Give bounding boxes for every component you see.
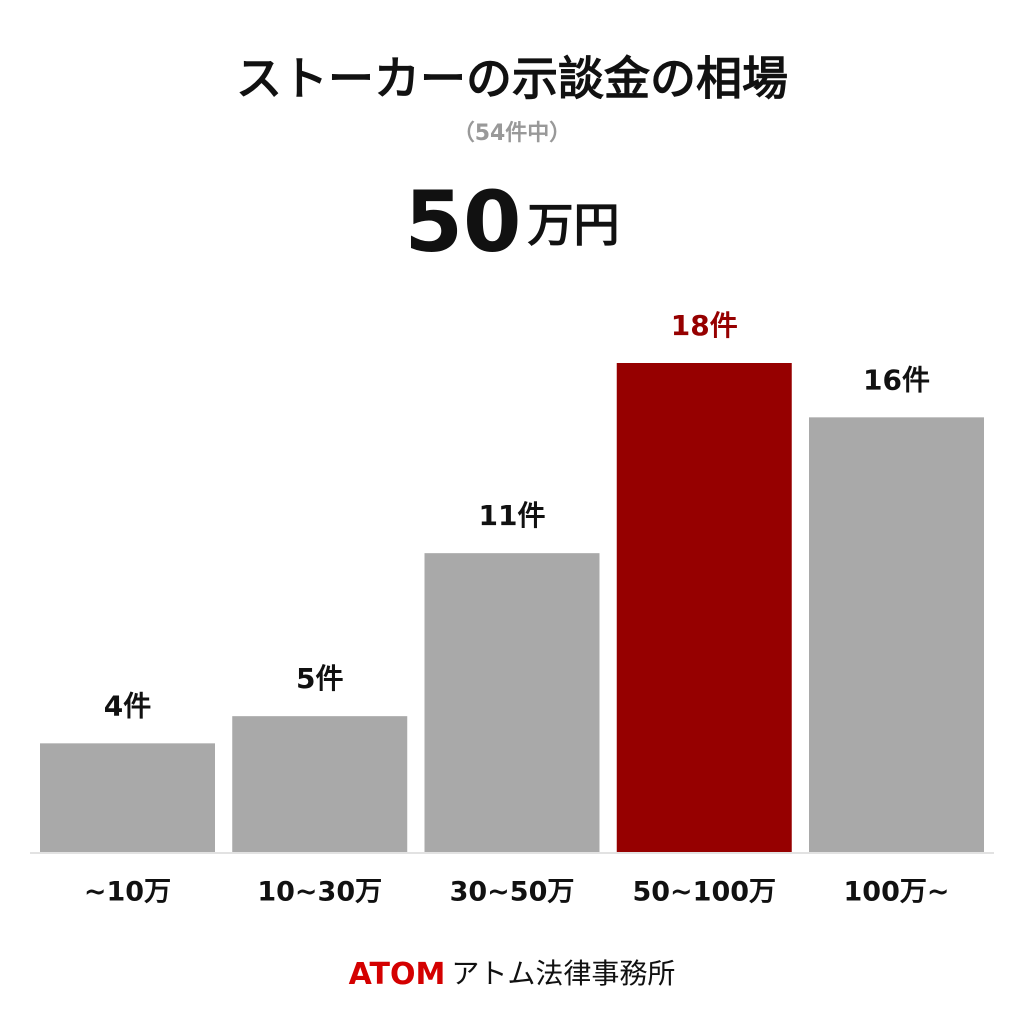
value-label: 5件 [296, 662, 343, 695]
chart-subtitle: （54件中） [453, 121, 572, 146]
bar [40, 743, 215, 852]
headline-number: 50 [405, 173, 522, 271]
bar [424, 553, 600, 852]
value-label: 18件 [671, 309, 738, 342]
bar [616, 363, 792, 852]
value-label: 11件 [479, 499, 546, 532]
footer-brand: ATOM [349, 957, 446, 992]
chart-title: ストーカーの示談金の相場 [236, 52, 788, 106]
x-tick-label: 10~30万 [257, 877, 382, 908]
headline: 50 万円 [405, 173, 620, 271]
bar [809, 417, 984, 852]
footer: ATOM アトム法律事務所 [349, 957, 676, 992]
x-tick-label: ~10万 [84, 877, 171, 908]
bar [232, 716, 408, 852]
value-label: 16件 [863, 363, 930, 396]
x-tick-label: 50~100万 [632, 877, 776, 908]
x-tick-label: 30~50万 [450, 877, 575, 908]
headline-unit: 万円 [527, 198, 619, 252]
value-label: 4件 [104, 689, 151, 722]
footer-name: アトム法律事務所 [451, 957, 675, 990]
x-tick-label: 100万~ [844, 877, 950, 908]
